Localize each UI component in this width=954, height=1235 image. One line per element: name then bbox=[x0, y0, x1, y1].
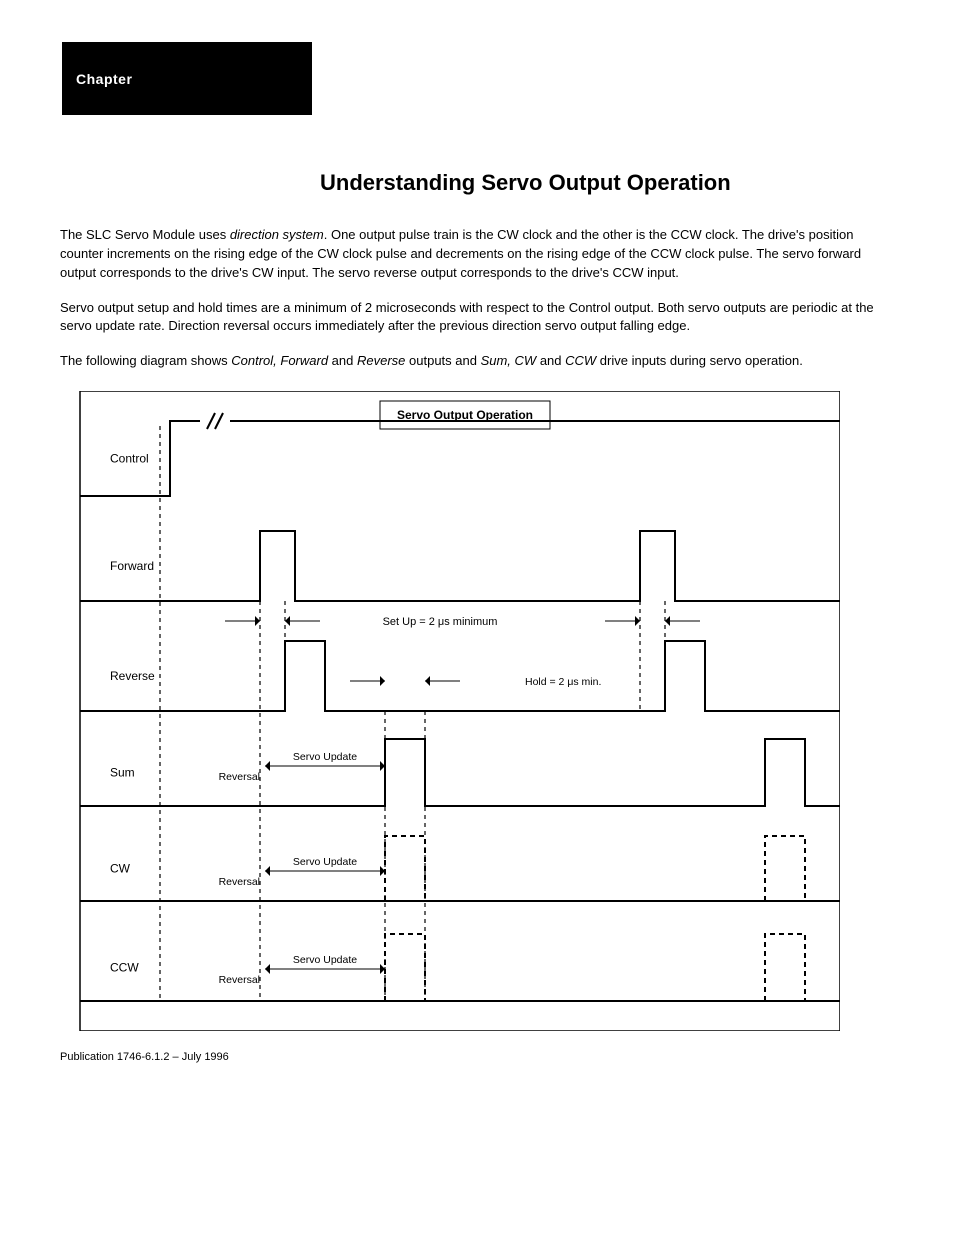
chapter-label: Chapter bbox=[76, 71, 312, 87]
p3i: drive inputs during servo operation. bbox=[596, 353, 803, 368]
paragraph-2: Servo output setup and hold times are a … bbox=[60, 299, 894, 337]
svg-text:CW: CW bbox=[110, 862, 131, 876]
paragraph-1: The SLC Servo Module uses direction syst… bbox=[60, 226, 894, 283]
timing-diagram: Servo Output Operation Control Forward Reve… bbox=[70, 391, 840, 1031]
svg-text:Reversal: Reversal bbox=[219, 876, 260, 888]
p3h: CCW bbox=[565, 353, 596, 368]
p3e: outputs and bbox=[405, 353, 480, 368]
page-footer: Publication 1746-6.1.2 – July 1996 bbox=[60, 1051, 894, 1063]
body-text: The SLC Servo Module uses direction syst… bbox=[60, 226, 894, 371]
p3d: Reverse bbox=[357, 353, 405, 368]
footer-left: Publication 1746-6.1.2 – July 1996 bbox=[60, 1051, 229, 1063]
svg-text:Set Up = 2 μs minimum: Set Up = 2 μs minimum bbox=[383, 616, 498, 628]
svg-text:Servo Update: Servo Update bbox=[293, 856, 357, 868]
p3b: Control, Forward bbox=[231, 353, 328, 368]
page: Chapter Understanding Servo Output Opera… bbox=[0, 0, 954, 1103]
svg-text:Reversal: Reversal bbox=[219, 771, 260, 783]
svg-text:Reversal: Reversal bbox=[219, 974, 260, 986]
svg-text:Sum: Sum bbox=[110, 766, 135, 780]
p3c: and bbox=[328, 353, 357, 368]
chapter-badge: Chapter bbox=[62, 42, 312, 115]
svg-text:CCW: CCW bbox=[110, 961, 139, 975]
svg-text:Reverse: Reverse bbox=[110, 669, 155, 683]
svg-text:Forward: Forward bbox=[110, 559, 154, 573]
svg-text:Servo Update: Servo Update bbox=[293, 751, 357, 763]
p1b: direction system bbox=[230, 227, 324, 242]
svg-text:Servo Update: Servo Update bbox=[293, 954, 357, 966]
p1a: The SLC Servo Module uses bbox=[60, 227, 230, 242]
paragraph-3: The following diagram shows Control, For… bbox=[60, 352, 894, 371]
svg-text:Control: Control bbox=[110, 452, 149, 466]
svg-text:Servo Output Operation: Servo Output Operation bbox=[397, 408, 533, 422]
timing-diagram-svg: Servo Output Operation Control Forward Reve… bbox=[70, 391, 840, 1031]
p3a: The following diagram shows bbox=[60, 353, 231, 368]
p3f: Sum, CW bbox=[481, 353, 537, 368]
svg-text:Hold = 2 μs min.: Hold = 2 μs min. bbox=[525, 676, 601, 688]
section-title: Understanding Servo Output Operation bbox=[320, 170, 894, 196]
p3g: and bbox=[536, 353, 565, 368]
